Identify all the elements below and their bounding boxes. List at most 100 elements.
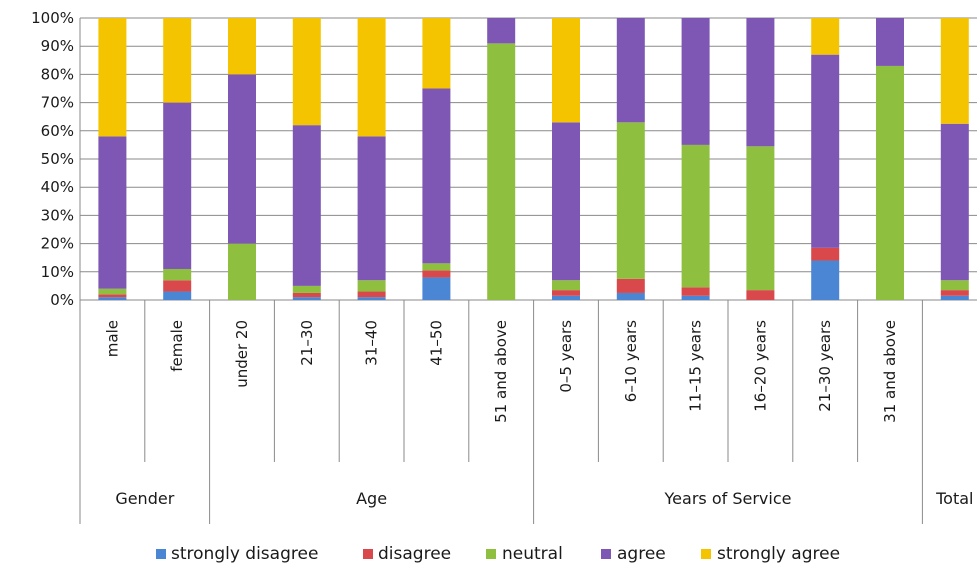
y-tick-label: 100% <box>31 9 74 27</box>
category-label: 51 and above <box>492 320 510 423</box>
category-label: 21–30 <box>298 320 316 366</box>
bar-segment <box>616 18 645 123</box>
bar-segment <box>98 294 127 298</box>
y-tick-label: 80% <box>41 65 74 83</box>
y-tick-label: 10% <box>41 263 74 281</box>
category-label: 31 and above <box>881 320 899 423</box>
y-tick-label: 40% <box>41 178 74 196</box>
bar-segment <box>487 43 516 300</box>
group-label: Gender <box>115 489 174 508</box>
category-label: 11–15 years <box>687 320 705 412</box>
bar-segment <box>98 18 127 137</box>
bar-segment <box>422 88 451 264</box>
bar-segment <box>811 18 840 55</box>
bar-segment <box>163 18 192 103</box>
bar-segment <box>292 292 321 298</box>
category-label: 31–40 <box>363 320 381 366</box>
bar-segment <box>163 291 192 300</box>
bar-segment <box>357 136 386 281</box>
bar-segment <box>98 288 127 295</box>
bar-segment <box>940 290 969 296</box>
legend-swatch <box>486 549 496 559</box>
category-label: 16–20 years <box>751 320 769 412</box>
y-tick-label: 60% <box>41 122 74 140</box>
bar-segment <box>552 290 580 296</box>
bar-segment <box>746 290 775 300</box>
legend-swatch <box>601 549 611 559</box>
legend-label: strongly disagree <box>171 544 318 564</box>
bar-segment <box>163 102 192 269</box>
category-label: female <box>168 320 186 372</box>
bar-segment <box>357 297 386 300</box>
bar-segment <box>616 122 645 279</box>
legend: strongly disagree disagree neutral agree str… <box>156 544 840 564</box>
bars <box>98 18 969 300</box>
bar-segment <box>292 18 321 126</box>
legend-label: agree <box>617 544 666 564</box>
bar-segment <box>940 123 969 281</box>
bar-segment <box>552 122 580 281</box>
legend-label: strongly agree <box>717 544 840 564</box>
bar-segment <box>940 18 969 124</box>
group-label: Total <box>935 489 973 508</box>
group-label: Years of Service <box>664 489 792 508</box>
category-label: 41–50 <box>427 320 445 366</box>
category-labels: male female under 20 21–30 31–40 41–50 51 and … <box>103 320 899 423</box>
bar-segment <box>422 18 451 89</box>
bar-segment <box>292 285 321 293</box>
bar-segment <box>292 297 321 300</box>
bar-segment <box>98 136 127 289</box>
bar-segment <box>357 291 386 298</box>
bar-segment <box>876 65 904 300</box>
bar-segment <box>940 295 969 300</box>
bar-segment <box>422 277 451 300</box>
y-tick-label: 30% <box>41 206 74 224</box>
bar-segment <box>292 125 321 286</box>
group-label: Age <box>356 489 387 508</box>
y-tick-labels: 0% 10% 20% 30% 40% 50% 60% 70% 80% 90% 100% <box>31 9 74 309</box>
legend-swatch <box>701 549 711 559</box>
bar-segment <box>811 260 840 300</box>
bar-segment <box>681 295 710 300</box>
gridlines <box>80 17 977 301</box>
category-label: 6–10 years <box>622 320 640 402</box>
y-tick-label: 20% <box>41 235 74 253</box>
bar-segment <box>357 18 386 137</box>
bar-segment <box>422 270 451 278</box>
category-label: 0–5 years <box>557 320 575 393</box>
legend-swatch <box>156 549 166 559</box>
bar-segment <box>746 146 775 291</box>
legend-label: disagree <box>378 544 451 564</box>
bar-segment <box>746 18 775 147</box>
category-label: under 20 <box>233 320 251 388</box>
bar-segment <box>422 263 451 271</box>
bar-segment <box>811 247 840 261</box>
bar-segment <box>552 18 580 123</box>
bar-segment <box>681 18 710 145</box>
legend-swatch <box>363 549 373 559</box>
axes <box>79 18 923 524</box>
y-tick-label: 90% <box>41 37 74 55</box>
bar-segment <box>357 280 386 292</box>
bar-segment <box>811 54 840 248</box>
bar-segment <box>228 243 256 300</box>
bar-segment <box>552 280 580 291</box>
bar-segment <box>228 18 256 75</box>
bar-segment <box>228 74 256 244</box>
bar-segment <box>876 18 904 66</box>
y-tick-label: 0% <box>50 291 74 309</box>
bar-segment <box>163 268 192 281</box>
y-tick-label: 70% <box>41 94 74 112</box>
bar-segment <box>487 18 516 44</box>
bar-segment <box>681 287 710 296</box>
bar-segment <box>98 297 127 300</box>
category-label: 21–30 years <box>816 320 834 412</box>
bar-segment <box>163 280 192 292</box>
bar-segment <box>616 278 645 293</box>
bar-segment <box>616 292 645 300</box>
bar-segment <box>940 280 969 291</box>
bar-segment <box>681 144 710 288</box>
legend-label: neutral <box>502 544 563 564</box>
y-tick-label: 50% <box>41 150 74 168</box>
